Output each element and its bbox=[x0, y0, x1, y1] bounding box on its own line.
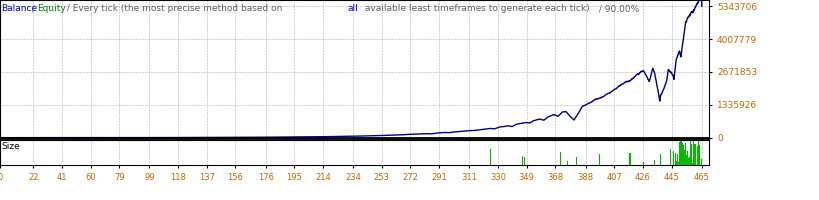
Bar bbox=[679, 141, 680, 165]
Bar bbox=[690, 153, 691, 165]
Bar bbox=[693, 152, 694, 165]
Bar bbox=[696, 148, 697, 165]
Bar bbox=[689, 141, 690, 165]
Bar bbox=[687, 158, 689, 165]
Bar bbox=[698, 145, 699, 165]
Bar bbox=[681, 143, 682, 165]
Bar bbox=[680, 141, 681, 165]
Bar bbox=[575, 157, 576, 165]
Bar bbox=[679, 157, 680, 165]
Bar bbox=[559, 152, 560, 165]
Bar bbox=[676, 162, 678, 165]
Text: Equity: Equity bbox=[37, 4, 66, 13]
Bar bbox=[684, 143, 685, 165]
Bar bbox=[629, 153, 630, 165]
Bar bbox=[693, 144, 695, 165]
Bar bbox=[653, 160, 654, 165]
Bar bbox=[688, 157, 689, 165]
Bar bbox=[629, 153, 630, 165]
Bar bbox=[693, 159, 694, 165]
Bar bbox=[682, 150, 683, 165]
Bar bbox=[683, 161, 684, 165]
Bar bbox=[692, 142, 693, 165]
Bar bbox=[489, 149, 490, 165]
Bar bbox=[690, 156, 691, 165]
Bar bbox=[689, 160, 690, 165]
Text: available least timeframes to generate each tick): available least timeframes to generate e… bbox=[361, 4, 589, 13]
Bar bbox=[679, 153, 680, 165]
Bar bbox=[674, 153, 675, 165]
Bar bbox=[672, 151, 673, 165]
Bar bbox=[659, 154, 660, 165]
Bar bbox=[680, 154, 681, 165]
Bar bbox=[692, 159, 693, 165]
Bar bbox=[698, 153, 699, 165]
Bar bbox=[686, 155, 688, 165]
Bar bbox=[690, 160, 691, 165]
Bar bbox=[681, 153, 682, 165]
Bar bbox=[700, 159, 701, 165]
Bar bbox=[682, 145, 684, 165]
Bar bbox=[682, 163, 683, 165]
Bar bbox=[680, 145, 681, 165]
Bar bbox=[691, 163, 693, 165]
Bar bbox=[692, 151, 694, 165]
Text: Size: Size bbox=[2, 142, 20, 151]
Bar bbox=[684, 154, 686, 165]
Bar bbox=[694, 148, 695, 165]
Bar bbox=[690, 144, 691, 165]
Bar bbox=[678, 150, 680, 165]
Text: /: / bbox=[29, 4, 38, 13]
Bar bbox=[642, 162, 643, 165]
Bar bbox=[692, 141, 693, 165]
Bar bbox=[521, 156, 523, 165]
Bar bbox=[685, 146, 686, 165]
Bar bbox=[683, 150, 684, 165]
Bar bbox=[678, 142, 679, 165]
Bar bbox=[669, 149, 671, 165]
Bar bbox=[676, 154, 677, 165]
Text: / Every tick (the most precise method based on: / Every tick (the most precise method ba… bbox=[64, 4, 285, 13]
Bar bbox=[697, 141, 699, 165]
Text: / 90.00%: / 90.00% bbox=[595, 4, 638, 13]
Bar bbox=[685, 146, 686, 165]
Bar bbox=[675, 161, 676, 165]
Bar bbox=[672, 163, 673, 165]
Bar bbox=[686, 163, 687, 165]
Text: all: all bbox=[347, 4, 358, 13]
Text: Balance: Balance bbox=[2, 4, 38, 13]
Bar bbox=[698, 144, 699, 165]
Bar bbox=[566, 161, 567, 165]
Bar bbox=[694, 145, 695, 165]
Bar bbox=[686, 151, 687, 165]
Bar bbox=[523, 157, 524, 165]
Bar bbox=[697, 164, 698, 165]
Bar bbox=[696, 146, 697, 165]
Bar bbox=[598, 154, 600, 165]
Bar bbox=[678, 152, 679, 165]
